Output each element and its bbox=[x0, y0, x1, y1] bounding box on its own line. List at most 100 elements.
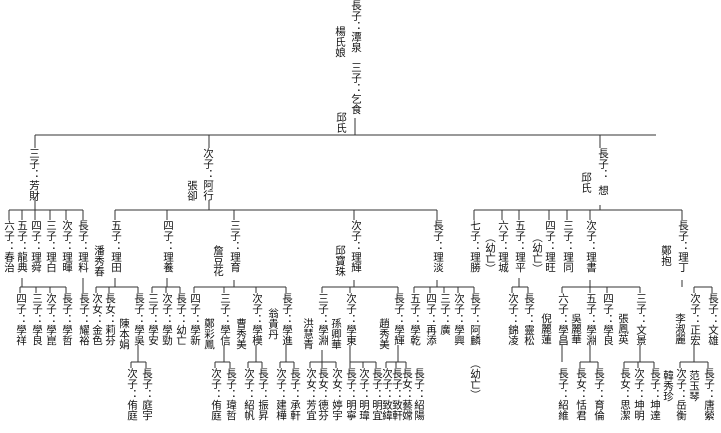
root-spouse-2: 邱氏 bbox=[335, 112, 347, 133]
gen4-node: 次子：學模 bbox=[251, 293, 263, 346]
gen3-node: 四子：理舜 bbox=[30, 220, 42, 273]
gen4-node: 長子：阿麟 bbox=[469, 293, 481, 346]
gen3-node: 七子：理勝 bbox=[469, 220, 481, 273]
gen2-node-2: 次子：阿行 bbox=[202, 148, 214, 201]
gen5-node: 長子：瑋哲 bbox=[225, 368, 237, 421]
gen3-spouse: 詹豆花 bbox=[212, 245, 224, 277]
gen3-node: 五子：龍典 bbox=[16, 220, 28, 273]
gen4-node: 三子：廣 bbox=[439, 293, 451, 335]
gen4-spouse: 翁貴丹 bbox=[267, 308, 279, 340]
gen3-node: 三子：理白 bbox=[45, 220, 57, 273]
gen4-spouse: 倪麗蓮 bbox=[540, 313, 552, 345]
gen4-spouse: 洪慧青 bbox=[302, 318, 314, 350]
gen4-node: 次女：金色 bbox=[91, 293, 103, 346]
gen5-node: 長子：致軒 bbox=[391, 368, 403, 421]
gen5-node: 長子：唐縈 bbox=[703, 368, 715, 421]
gen5-node: 長子：明宜 bbox=[371, 368, 383, 421]
gen5-node: 次子：建樺 bbox=[275, 368, 287, 421]
gen2-node-2b: 張卻 bbox=[186, 180, 198, 201]
gen4-spouse: 孫卿華 bbox=[330, 318, 342, 350]
gen5-spouse: 范玉琴 bbox=[688, 370, 700, 402]
gen4-spouse: 陳本娟 bbox=[118, 318, 130, 350]
gen3-node: 六子：理城 bbox=[497, 220, 509, 273]
gen5-node: 長子：育倫 bbox=[593, 368, 605, 421]
gen5-node: 次子：致緯 bbox=[381, 368, 393, 421]
gen3-node: 六子：春治 bbox=[3, 220, 15, 273]
gen4-node: 三子：學良 bbox=[31, 293, 43, 346]
gen2-node-3c: 想 bbox=[597, 185, 609, 196]
gen4-node: 四子：學新 bbox=[189, 293, 201, 346]
gen5-node: 長子：明寧 bbox=[345, 368, 357, 421]
gen3-node: 長子：理丁 bbox=[677, 220, 689, 273]
gen5-node: 長子：振昇 bbox=[257, 368, 269, 421]
gen3-node: 四子：理旺 bbox=[544, 220, 556, 273]
gen5-node: 次子：岳衡 bbox=[675, 368, 687, 421]
gen4-node: 長子：幼亡 bbox=[175, 293, 187, 346]
gen4-spouse: 趙秀美 bbox=[378, 318, 390, 350]
gen4-spouse: 李淑麗 bbox=[674, 313, 686, 345]
gen3-node: 五子：理平 bbox=[514, 220, 526, 273]
gen3-node: 四子：理養 bbox=[162, 220, 174, 273]
gen4-node: 六子：學昌 bbox=[557, 293, 569, 346]
root-spouse-1: 楊氏娘 bbox=[334, 26, 346, 58]
gen3-spouse: 潘秀春 bbox=[93, 245, 105, 277]
gen3-node: 三子：理育 bbox=[229, 220, 241, 273]
gen4-node: 長子：學進 bbox=[281, 293, 293, 346]
gen4-spouse: 吳麗華 bbox=[570, 313, 582, 345]
gen3-node: 次子：理輝 bbox=[350, 220, 362, 273]
gen4-node: 三子：文景 bbox=[635, 293, 647, 346]
gen5-node: 長子：庭宇 bbox=[141, 368, 153, 421]
gen3-node: 次子：理暉 bbox=[61, 220, 73, 273]
gen3-spouse: 邱寶珠 bbox=[334, 245, 346, 277]
gen5-node: 長女：藝嫦 bbox=[401, 368, 413, 421]
gen4-node: 次子：錦凌 bbox=[507, 293, 519, 346]
gen4-node: 三子：學淵 bbox=[317, 293, 329, 346]
gen5-node: 長子：承軒 bbox=[289, 368, 301, 421]
gen5-node: 次女：婷宇 bbox=[331, 368, 343, 421]
gen5-node: 次子：侑庭 bbox=[126, 368, 138, 421]
gen3-spouse: 鄭抱 bbox=[660, 245, 672, 266]
gen4-note: （幼亡） bbox=[469, 358, 481, 400]
gen5-spouse: 韓秀珍 bbox=[662, 370, 674, 402]
gen5-node: 長女：德芬 bbox=[317, 368, 329, 421]
gen3-note: （幼亡） bbox=[484, 232, 496, 274]
gen3-node: 五子：理田 bbox=[110, 220, 122, 273]
gen4-node: 長子：文雄 bbox=[707, 293, 719, 346]
gen4-node: 長子：學吳 bbox=[133, 293, 145, 346]
gen3-node: 三子：理同 bbox=[562, 220, 574, 273]
gen4-node: 長女：莉芬 bbox=[104, 293, 116, 346]
gen4-node: 五子：學乾 bbox=[409, 293, 421, 346]
gen4-spouse: 張鳳英 bbox=[617, 313, 629, 345]
gen4-node: 四子：學祥 bbox=[15, 293, 27, 346]
gen5-node: 次子：侑庭 bbox=[210, 368, 222, 421]
gen5-node: 次子：明瑋 bbox=[358, 368, 370, 421]
gen5-node: 長女：思潔 bbox=[619, 368, 631, 421]
gen5-node: 次子：坤明 bbox=[633, 368, 645, 421]
gen3-node: 次子：理書 bbox=[585, 220, 597, 273]
gen4-spouse: 鄭彩鳳 bbox=[203, 318, 215, 350]
gen4-node: 長子：學輝 bbox=[393, 293, 405, 346]
gen4-node: 五子：學淵 bbox=[585, 293, 597, 346]
gen4-node: 次子：學東 bbox=[345, 293, 357, 346]
gen4-node: 次子：學興 bbox=[453, 293, 465, 346]
gen2-node-1b: 芳財 bbox=[28, 180, 40, 201]
gen2-node-3: 長子： bbox=[597, 148, 609, 180]
gen4-node: 長子：靈松 bbox=[523, 293, 535, 346]
gen4-node: 四子：學良 bbox=[602, 293, 614, 346]
gen5-node: 長子：坤達 bbox=[649, 368, 661, 421]
gen5-node: 次子：紹帆 bbox=[243, 368, 255, 421]
gen5-node: 次女：芳宜 bbox=[305, 368, 317, 421]
gen2-node-1: 三子： bbox=[28, 148, 40, 180]
root-third-son: 三子：乞食 bbox=[350, 62, 362, 115]
gen4-node: 三子：學信 bbox=[219, 293, 231, 346]
gen3-node: 長子：理淡 bbox=[432, 220, 444, 273]
gen4-node: 次子：學勁 bbox=[161, 293, 173, 346]
gen4-node: 四子：再添 bbox=[425, 293, 437, 346]
gen4-node: 次子：學崑 bbox=[45, 293, 57, 346]
gen4-node: 次子：正宏 bbox=[689, 293, 701, 346]
gen5-node: 長子：紹維 bbox=[557, 368, 569, 421]
gen3-node: 長子：理料 bbox=[77, 220, 89, 273]
gen4-node: 長子：學哲 bbox=[61, 293, 73, 346]
